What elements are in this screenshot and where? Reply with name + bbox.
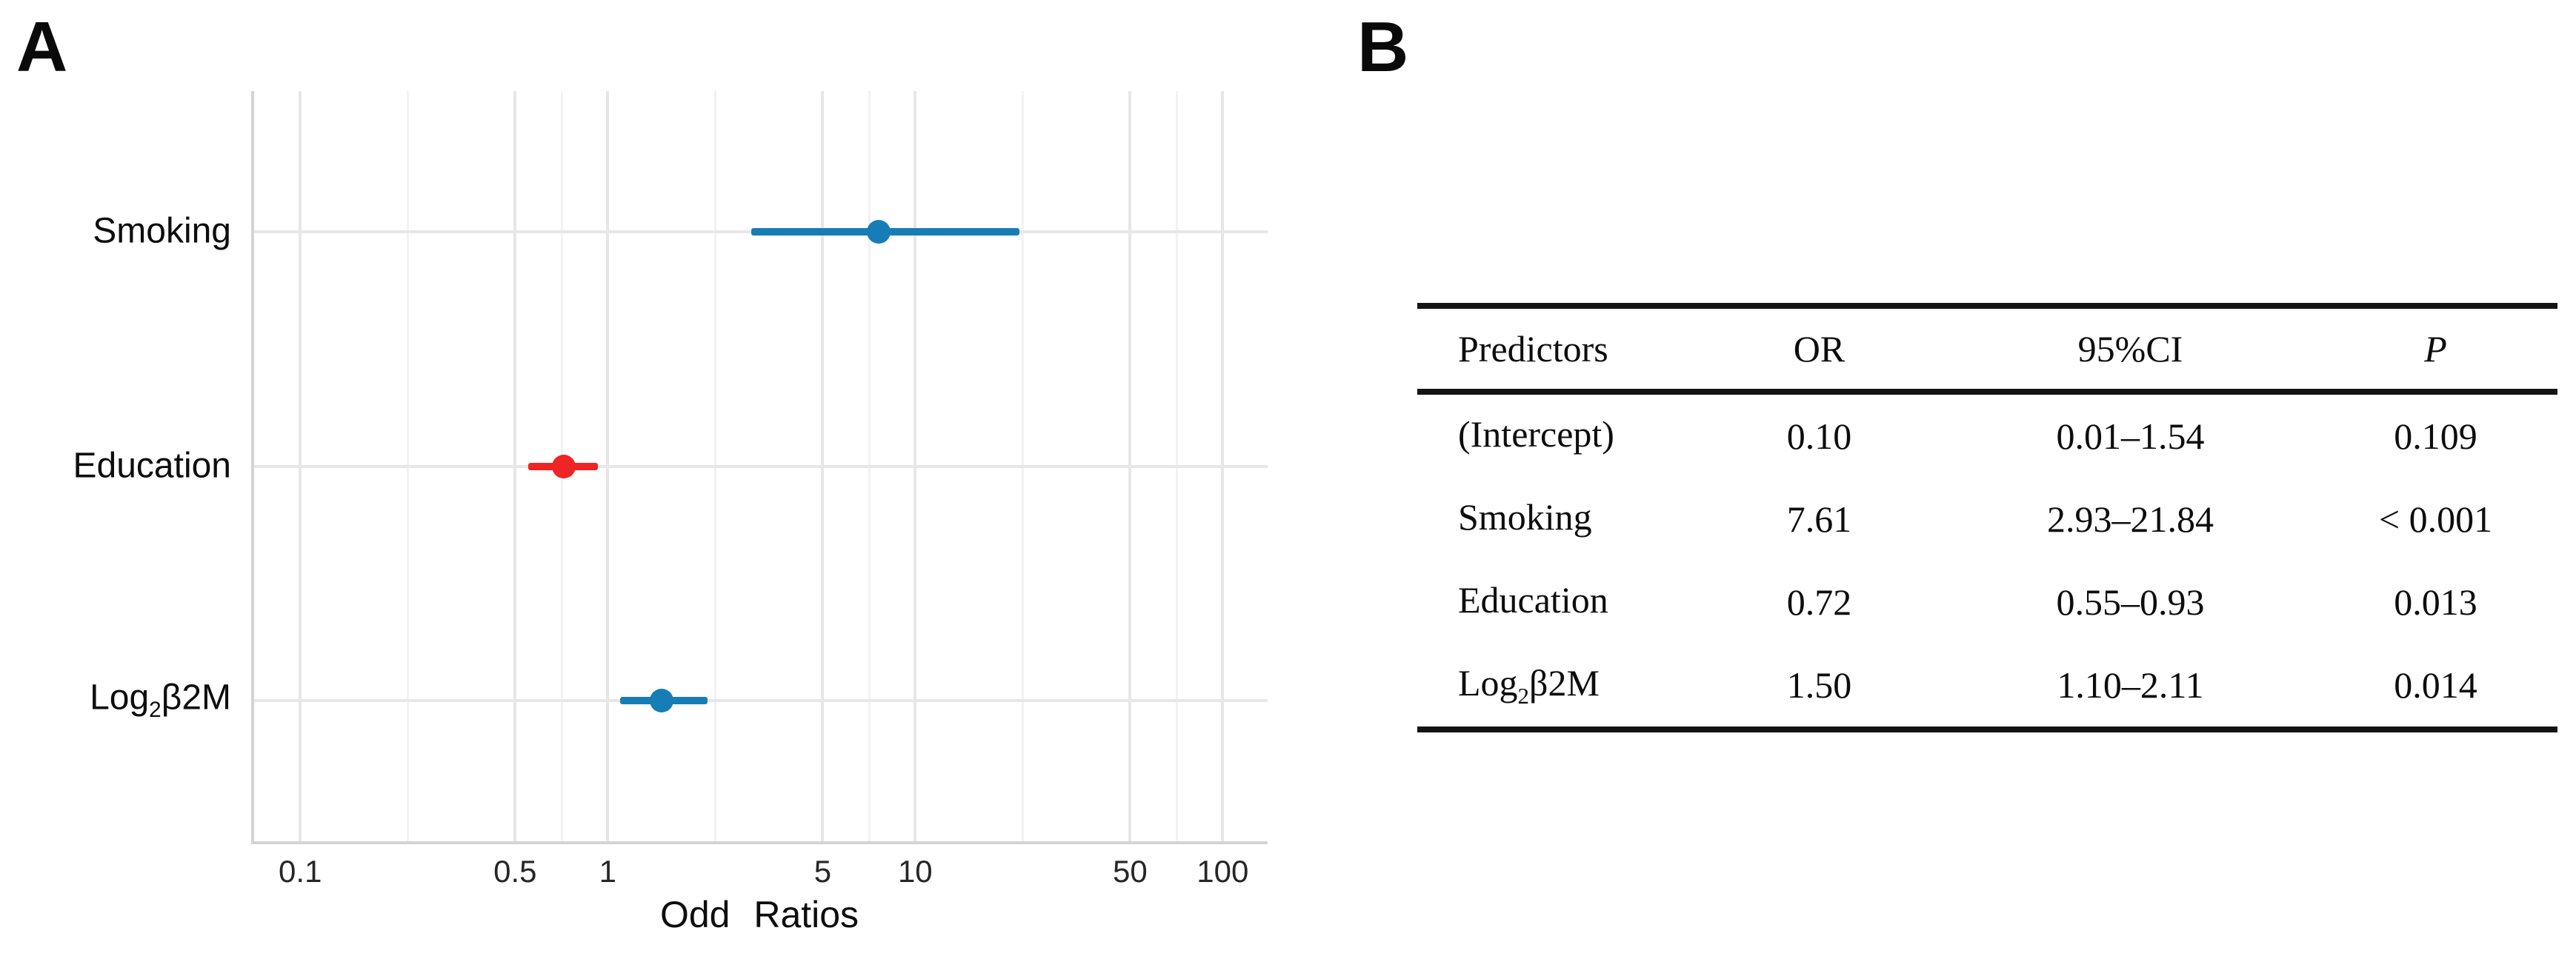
cell-p: 0.109: [2394, 415, 2477, 457]
predictor-text: Log: [1458, 661, 1518, 704]
y-axis-label: Smoking: [0, 211, 231, 252]
y-label-subscript: 2: [149, 697, 162, 722]
row-gridline: [254, 464, 1268, 468]
header-or: OR: [1793, 328, 1846, 370]
or-table: Predictors OR 95%CI P (Intercept) 0.10 0…: [1417, 303, 2557, 732]
y-label-text: Smoking: [93, 211, 231, 251]
or-point: [650, 689, 674, 713]
cell-ci: 0.01–1.54: [2056, 415, 2205, 457]
cell-predictor: Smoking: [1417, 495, 1691, 544]
or-point: [867, 219, 891, 244]
cell-or: 0.10: [1786, 415, 1852, 457]
cell-p: 0.014: [2394, 664, 2477, 706]
table-top-rule: [1417, 303, 2557, 309]
cell-p: 0.013: [2394, 581, 2477, 623]
or-point: [552, 454, 576, 478]
cell-or: 7.61: [1786, 498, 1852, 540]
forest-plot-panel: [251, 91, 1268, 844]
table-header-row: Predictors OR 95%CI P: [1417, 309, 2557, 389]
predictor-text: Smoking: [1458, 495, 1592, 538]
header-predictors: Predictors: [1458, 328, 1608, 370]
x-tick-label: 1: [599, 854, 616, 889]
cell-ci: 0.55–0.93: [2056, 581, 2205, 623]
table-row: Education 0.72 0.55–0.93 0.013: [1417, 561, 2557, 644]
x-tick-label: 10: [897, 854, 933, 889]
x-tick-label: 5: [813, 854, 832, 889]
table-row: Smoking 7.61 2.93–21.84 < 0.001: [1417, 478, 2557, 561]
cell-or: 1.50: [1786, 664, 1852, 706]
x-tick-label: 0.5: [493, 854, 537, 889]
predictor-text: Education: [1458, 578, 1608, 621]
x-tick-label: 50: [1113, 854, 1148, 889]
row-gridline: [254, 699, 1268, 703]
table-bottom-rule: [1417, 726, 2557, 732]
cell-predictor: Log2β2M: [1417, 661, 1691, 709]
cell-ci: 2.93–21.84: [2047, 498, 2214, 540]
cell-ci: 1.10–2.11: [2057, 664, 2204, 706]
y-label-text: β2M: [161, 678, 231, 718]
predictor-text: β2M: [1529, 661, 1600, 704]
header-p: P: [2424, 328, 2447, 370]
x-axis-title: Odd Ratios: [659, 894, 859, 935]
y-label-text: Education: [73, 446, 232, 486]
table-row: Log2β2M 1.50 1.10–2.11 0.014: [1417, 644, 2557, 726]
cell-p: < 0.001: [2378, 498, 2493, 540]
predictor-subscript: 2: [1517, 682, 1530, 709]
cell-or: 0.72: [1786, 581, 1852, 623]
panel-a-label: A: [16, 7, 68, 87]
table-mid-rule: [1417, 389, 2557, 395]
panel-b-label: B: [1357, 7, 1409, 87]
y-axis-label: Log2β2M: [0, 678, 231, 722]
y-label-text: Log: [90, 678, 150, 718]
header-ci: 95%CI: [2077, 328, 2183, 370]
cell-predictor: (Intercept): [1417, 412, 1691, 461]
y-axis-label: Education: [0, 446, 232, 486]
predictor-text: (Intercept): [1458, 412, 1614, 455]
table-row: (Intercept) 0.10 0.01–1.54 0.109: [1417, 395, 2557, 478]
x-tick-label: 0.1: [279, 854, 322, 889]
cell-predictor: Education: [1417, 578, 1691, 627]
x-tick-label: 100: [1197, 854, 1249, 889]
